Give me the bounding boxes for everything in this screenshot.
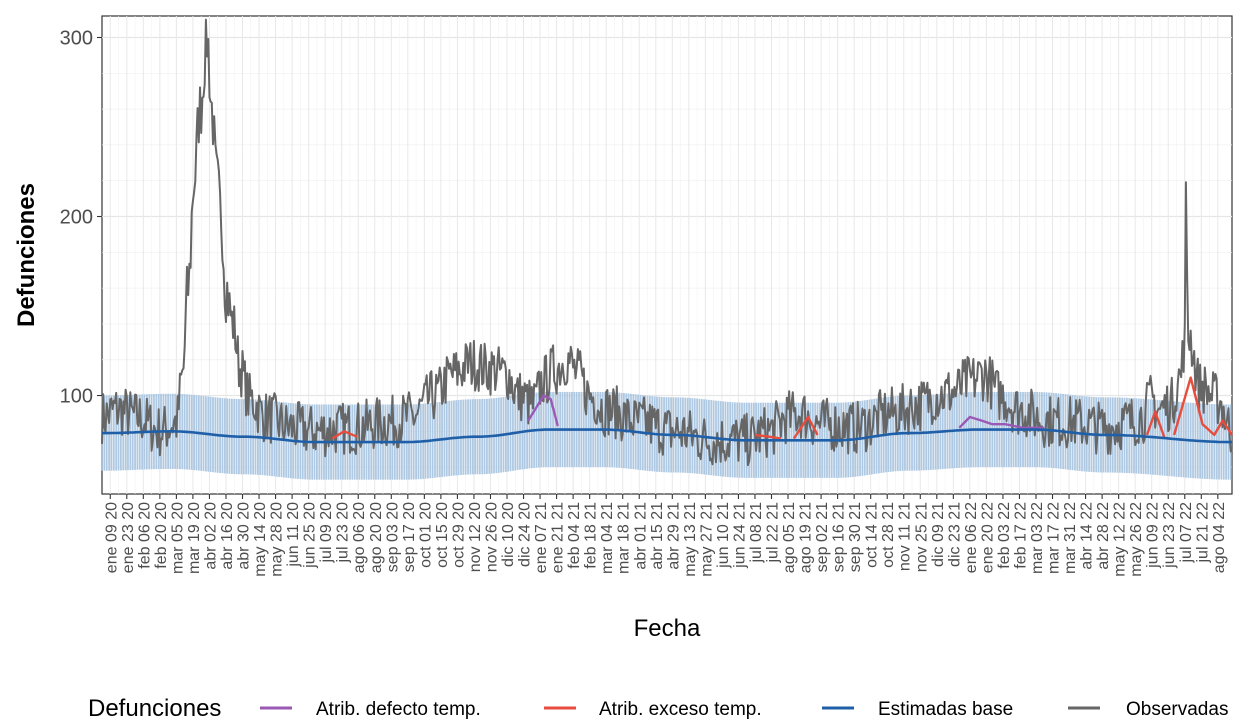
- x-tick-label: oct 15 20: [434, 502, 451, 568]
- x-tick-label: sep 16 21: [831, 502, 848, 572]
- x-tick-label: dic 10 20: [500, 502, 517, 567]
- x-tick-label: may 12 22: [1112, 502, 1129, 577]
- x-tick-label: dic 09 21: [930, 502, 947, 567]
- legend-label-atrib-exceso: Atrib. exceso temp.: [599, 699, 762, 720]
- series-observadas: [101, 18, 1233, 467]
- x-tick-label: feb 04 21: [566, 502, 583, 569]
- x-tick-label: ago 05 21: [781, 502, 798, 573]
- x-tick-label: mar 17 22: [1046, 502, 1063, 574]
- x-tick-label: mar 05 20: [169, 502, 186, 574]
- x-tick-label: feb 03 22: [996, 502, 1013, 569]
- atrib-exceso-line: [1145, 410, 1166, 439]
- x-tick-label: ene 09 20: [103, 502, 120, 573]
- x-tick-label: mar 03 22: [1029, 502, 1046, 574]
- x-tick-label: nov 12 20: [467, 502, 484, 572]
- y-axis-title: Defunciones: [13, 183, 40, 327]
- x-tick-label: sep 17 20: [401, 502, 418, 572]
- x-tick-label: may 27 21: [698, 502, 715, 577]
- panel-border: [101, 15, 1233, 495]
- x-axis-title: Fecha: [634, 615, 701, 642]
- x-tick-label: sep 02 21: [814, 502, 831, 572]
- x-tick-label: oct 01 20: [417, 502, 434, 568]
- x-tick-label: ago 19 21: [798, 502, 815, 573]
- x-tick-label: abr 01 21: [632, 502, 649, 570]
- x-tick-label: feb 06 20: [136, 502, 153, 569]
- x-tick-label: nov 26 20: [483, 502, 500, 572]
- atrib-exceso-line: [1172, 376, 1234, 437]
- y-tick-label: 200: [60, 207, 93, 229]
- x-tick-label: abr 29 21: [665, 502, 682, 570]
- x-tick-label: mar 19 20: [186, 502, 203, 574]
- x-tick-label: ago 04 22: [1211, 502, 1228, 573]
- legend-label-atrib-defecto: Atrib. defecto temp.: [316, 699, 481, 720]
- x-tick-label: feb 20 20: [153, 502, 170, 569]
- x-tick-label: mar 31 22: [1062, 502, 1079, 574]
- x-tick-label: mar 04 21: [599, 502, 616, 574]
- observadas-line: [101, 18, 1233, 467]
- x-tick-label: feb 17 22: [1012, 502, 1029, 569]
- x-tick-label: abr 14 22: [1079, 502, 1096, 570]
- x-tick-label: may 14 20: [252, 502, 269, 577]
- x-tick-label: ago 20 20: [368, 502, 385, 573]
- x-tick-label: ago 06 20: [351, 502, 368, 573]
- x-tick-label: feb 18 21: [583, 502, 600, 569]
- y-tick-label: 100: [60, 386, 93, 408]
- x-tick-label: jun 23 22: [1161, 502, 1178, 569]
- series-atrib-defecto-temp: [527, 394, 1045, 429]
- atrib-defecto-line: [958, 415, 1045, 429]
- atrib-defecto-line: [527, 394, 559, 427]
- x-tick-label: abr 15 21: [649, 502, 666, 570]
- x-tick-label: may 26 22: [1128, 502, 1145, 577]
- legend-label-estimadas-base: Estimadas base: [878, 699, 1013, 720]
- legend-label-observadas: Observadas: [1126, 699, 1228, 720]
- x-tick-label: ene 07 21: [533, 502, 550, 573]
- atrib-exceso-line: [754, 433, 782, 440]
- x-tick-label: ene 23 20: [120, 502, 137, 573]
- atrib-exceso-line: [331, 430, 358, 440]
- series-atrib-exceso-temp: [331, 376, 1234, 440]
- x-tick-label: jul 09 20: [318, 502, 335, 564]
- x-axis: ene 09 20 ene 23 20 feb 06 20 feb 20 20 mar …: [103, 494, 1228, 577]
- x-tick-label: jul 08 21: [748, 502, 765, 564]
- x-tick-label: jun 11 20: [285, 502, 302, 568]
- x-tick-label: oct 14 21: [864, 502, 881, 568]
- x-tick-label: abr 02 20: [202, 502, 219, 570]
- legend: Defunciones Atrib. defecto temp. Atrib. …: [88, 695, 1228, 722]
- x-tick-label: jul 23 20: [335, 502, 352, 564]
- x-tick-label: jul 07 22: [1178, 502, 1195, 564]
- x-tick-label: jun 09 22: [1145, 502, 1162, 569]
- x-tick-label: dic 23 21: [946, 502, 963, 567]
- series-estimadas-base: [102, 428, 1232, 444]
- x-tick-label: may 13 21: [682, 502, 699, 577]
- legend-title: Defunciones: [88, 695, 221, 722]
- x-tick-label: nov 11 21: [897, 502, 914, 571]
- y-axis: 100 200 300: [60, 27, 102, 408]
- x-tick-label: jun 24 21: [731, 502, 748, 569]
- y-tick-label: 300: [60, 27, 93, 49]
- x-tick-label: sep 30 21: [847, 502, 864, 572]
- x-tick-label: ene 06 22: [963, 502, 980, 573]
- atrib-exceso-line: [792, 415, 819, 440]
- x-tick-label: abr 16 20: [219, 502, 236, 570]
- x-tick-label: jun 25 20: [302, 502, 319, 569]
- x-tick-label: may 28 20: [269, 502, 286, 577]
- x-tick-label: sep 03 20: [384, 502, 401, 572]
- x-tick-label: abr 30 20: [236, 502, 253, 570]
- x-tick-label: jul 22 21: [764, 502, 781, 564]
- x-tick-label: nov 25 21: [913, 502, 930, 572]
- x-tick-label: dic 24 20: [517, 502, 534, 567]
- x-tick-label: ene 21 21: [550, 502, 567, 573]
- x-tick-label: oct 28 21: [880, 502, 897, 568]
- estimadas-base-line: [102, 428, 1232, 444]
- x-tick-label: oct 29 20: [450, 502, 467, 568]
- x-tick-label: abr 28 22: [1095, 502, 1112, 570]
- x-tick-label: ene 20 22: [979, 502, 996, 573]
- x-tick-label: jul 21 22: [1194, 502, 1211, 564]
- x-tick-label: jun 10 21: [715, 502, 732, 569]
- x-tick-label: mar 18 21: [616, 502, 633, 574]
